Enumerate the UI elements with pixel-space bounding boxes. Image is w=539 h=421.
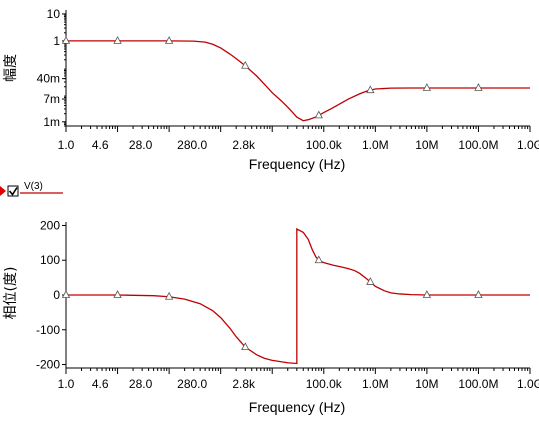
y-tick-label: 1m (43, 115, 60, 129)
x-tick-label: 280.0 (177, 377, 207, 391)
legend-label: V(3) (24, 181, 43, 192)
y-tick-label: 1 (53, 34, 60, 48)
x-tick-label: 100.0M (458, 377, 498, 391)
y-tick-label: 40m (37, 72, 60, 86)
x-tick-label: 10M (415, 138, 438, 152)
magnitude-chart: 1.0 4.6 28.0 280.0 2.8k 100.0k 1.0M 10M 100.0M 1.… (3, 7, 539, 172)
magnitude-trace (66, 40, 530, 122)
trace-marker (314, 255, 323, 264)
phase-y-tick-labels: 200 100 0 -100 -200 (36, 218, 60, 371)
x-tick-label: 4.6 (92, 377, 109, 391)
y-tick-label: 100 (40, 253, 60, 267)
phase-y-axis-label: 相位(度) (3, 267, 19, 320)
x-tick-label: 1.0M (362, 138, 389, 152)
legend-checkbox[interactable] (7, 185, 19, 197)
x-tick-label: 1.0 (58, 377, 75, 391)
trace-marker (164, 291, 174, 300)
trace-marker (241, 342, 250, 351)
x-tick-label: 1.0G (517, 138, 539, 152)
magnitude-markers (61, 36, 483, 119)
x-tick-label: 2.8k (232, 138, 256, 152)
magnitude-axes (62, 10, 531, 132)
magnitude-x-tick-labels: 1.0 4.6 28.0 280.0 2.8k 100.0k 1.0M 10M 100.0M 1.… (58, 138, 539, 152)
trace-marker (241, 60, 250, 69)
x-tick-label: 1.0M (362, 377, 389, 391)
trace-marker (113, 290, 122, 298)
trace-marker (113, 36, 122, 44)
x-tick-label: 100.0k (306, 138, 343, 152)
x-tick-label: 28.0 (129, 377, 153, 391)
magnitude-x-axis-label: Frequency (Hz) (249, 156, 345, 172)
x-tick-label: 1.0 (58, 138, 75, 152)
x-tick-label: 28.0 (129, 138, 153, 152)
legend-pointer-icon (0, 186, 6, 196)
magnitude-y-axis-label: 幅度 (3, 54, 19, 82)
y-tick-label: 200 (40, 218, 60, 232)
trace-marker (422, 83, 432, 91)
x-tick-label: 2.8k (232, 377, 256, 391)
x-tick-label: 100.0M (458, 138, 498, 152)
y-tick-label: 0 (53, 288, 60, 302)
trace-marker (366, 277, 375, 285)
trace-marker (314, 110, 323, 119)
phase-markers (61, 255, 483, 351)
trace-marker (422, 290, 432, 298)
legend: V(3) (0, 181, 63, 197)
y-tick-label: 7m (43, 92, 60, 106)
trace-marker (474, 290, 483, 298)
x-tick-label: 100.0k (306, 377, 343, 391)
trace-marker (366, 85, 375, 94)
y-tick-label: -200 (36, 358, 60, 372)
phase-axes (62, 222, 531, 374)
checkmark-icon (8, 187, 18, 196)
x-tick-label: 1.0G (517, 377, 539, 391)
phase-x-tick-labels: 1.0 4.6 28.0 280.0 2.8k 100.0k 1.0M 10M 100.0M 1.… (58, 377, 539, 391)
y-tick-label: 10 (47, 7, 61, 21)
phase-x-axis-label: Frequency (Hz) (249, 399, 345, 415)
y-tick-label: -100 (36, 323, 60, 337)
magnitude-y-tick-labels: 10 1 40m 7m 1m (37, 7, 61, 129)
phase-trace (66, 227, 530, 365)
phase-chart: 1.0 4.6 28.0 280.0 2.8k 100.0k 1.0M 10M 100.0M 1.… (3, 218, 539, 415)
x-tick-label: 4.6 (92, 138, 109, 152)
trace-marker (61, 290, 71, 298)
trace-marker (61, 36, 71, 44)
x-tick-label: 280.0 (177, 138, 207, 152)
trace-marker (164, 36, 174, 44)
x-tick-label: 10M (415, 377, 438, 391)
trace-marker (474, 83, 483, 91)
